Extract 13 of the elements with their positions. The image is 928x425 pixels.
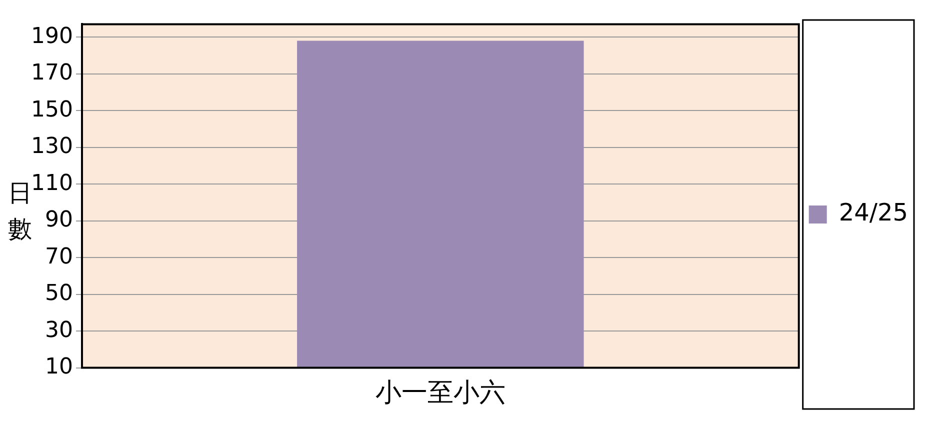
y-axis-title: 日數 [8,178,32,244]
y-tick-label: 30 [44,318,73,343]
y-tick-label: 90 [44,208,73,233]
x-tick-label: 小一至小六 [375,378,506,408]
y-tick-label: 50 [44,281,73,306]
y-tick-label: 10 [44,354,73,380]
y-tick-label: 190 [30,24,73,49]
legend-label: 24/25 [838,198,908,227]
y-tick-label: 130 [30,134,73,160]
y-tick-label: 110 [30,170,73,196]
y-tick-label: 170 [30,60,73,86]
y-tick-label: 70 [44,244,73,270]
y-tick-label: 150 [30,97,73,122]
